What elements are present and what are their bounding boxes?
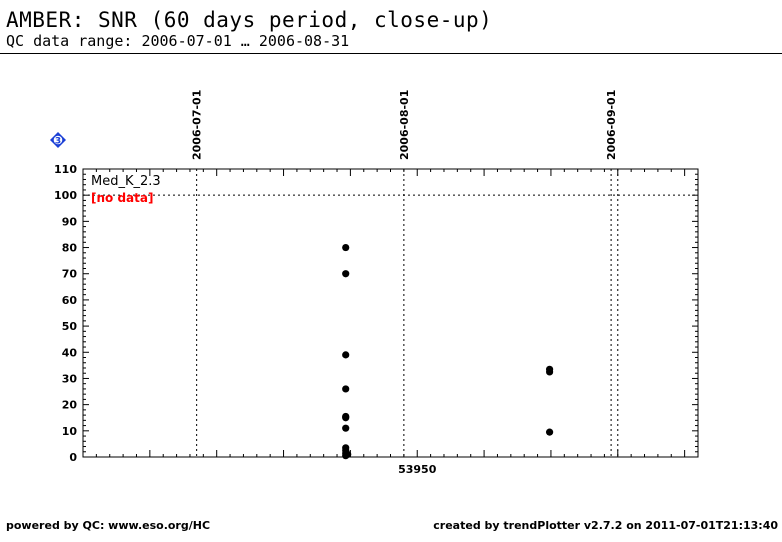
chart-title: AMBER: SNR (60 days period, close-up) <box>6 8 493 32</box>
series-label: Med_K_2.3 <box>91 174 161 189</box>
badge-label: 3 <box>55 137 61 147</box>
data-point <box>545 368 554 376</box>
y-tick-label: 50 <box>62 320 78 333</box>
y-tick-label: 90 <box>62 215 78 228</box>
date-marker-label: 2006-08-01 <box>398 90 411 160</box>
y-tick-label: 20 <box>62 399 78 412</box>
data-point <box>545 428 554 436</box>
data-point <box>342 243 350 252</box>
badge-inner-circle <box>53 135 63 145</box>
data-point <box>342 424 350 432</box>
date-marker-label: 2006-09-01 <box>605 90 618 160</box>
y-tick-label: 100 <box>54 189 77 202</box>
x-tick-label: 53950 <box>398 463 437 476</box>
date-marker-label: 2006-07-01 <box>191 90 204 160</box>
y-tick-label: 0 <box>69 451 77 464</box>
y-tick-label: 70 <box>62 268 78 281</box>
chart-subtitle: QC data range: 2006-07-01 … 2006-08-31 <box>6 32 350 50</box>
data-point <box>342 270 350 278</box>
footer-powered-by: powered by QC: www.eso.org/HC <box>6 519 211 532</box>
y-tick-label: 30 <box>62 372 78 385</box>
y-tick-label: 10 <box>62 425 78 438</box>
series-annotation: [no data] <box>91 191 153 205</box>
y-tick-label: 60 <box>62 294 78 307</box>
data-point <box>342 452 350 460</box>
y-tick-label: 110 <box>54 163 77 176</box>
data-point <box>342 414 350 422</box>
footer-created-by: created by trendPlotter v2.7.2 on 2011-0… <box>433 519 778 532</box>
data-point <box>342 385 350 393</box>
y-tick-label: 80 <box>62 242 78 255</box>
data-point <box>342 351 350 359</box>
header-divider <box>0 53 782 54</box>
plot-frame <box>82 168 699 458</box>
y-tick-label: 40 <box>62 346 78 359</box>
